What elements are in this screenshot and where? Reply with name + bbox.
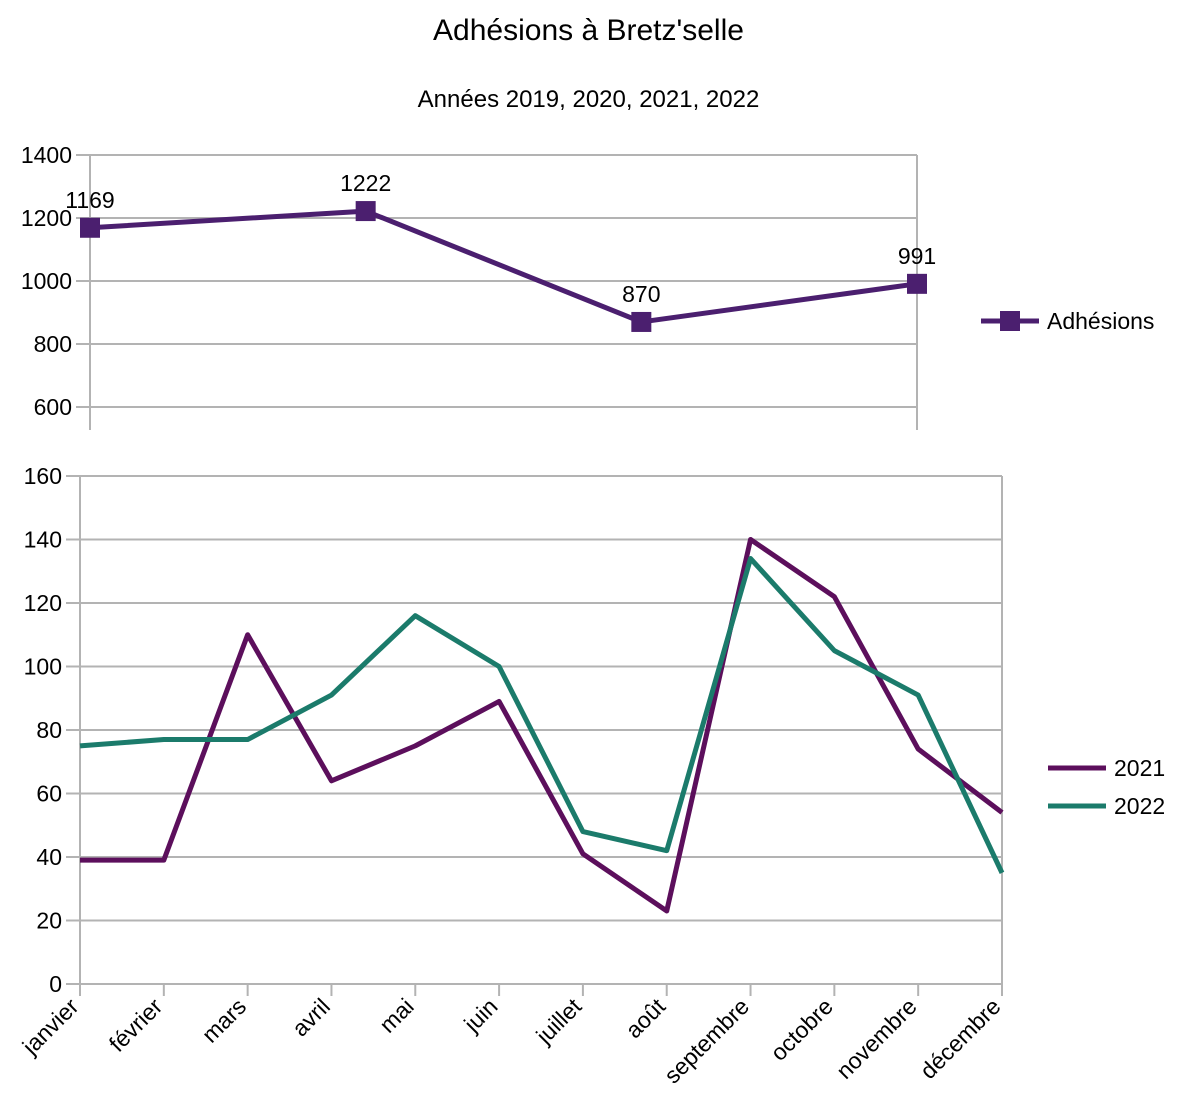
y-tick-label-bottom: 140 (24, 527, 62, 553)
y-tick-label-bottom: 120 (24, 590, 62, 616)
data-point-marker (80, 217, 100, 238)
data-label: 991 (898, 243, 936, 269)
data-label: 870 (622, 281, 660, 307)
data-point-marker (907, 273, 927, 294)
y-tick-label-top: 800 (34, 331, 72, 357)
x-tick-label: avril (287, 993, 335, 1041)
y-tick-label-top: 1200 (21, 205, 72, 231)
y-tick-label-bottom: 60 (36, 781, 62, 807)
legend-label-2021: 2021 (1114, 755, 1165, 781)
y-tick-label-bottom: 0 (49, 971, 62, 997)
legend-marker-top (1000, 311, 1020, 331)
y-tick-label-top: 1000 (21, 268, 72, 294)
y-tick-label-top: 1400 (21, 142, 72, 168)
y-tick-label-bottom: 20 (36, 908, 62, 934)
x-tick-label: août (620, 993, 670, 1043)
y-tick-label-bottom: 160 (24, 463, 62, 489)
x-tick-label: juin (458, 993, 502, 1037)
chart-title: Adhésions à Bretz'selle (433, 14, 744, 47)
chart-subtitle: Années 2019, 2020, 2021, 2022 (417, 86, 760, 113)
x-tick-label: février (104, 993, 168, 1057)
x-tick-label: décembre (915, 993, 1006, 1084)
data-label: 1169 (65, 187, 114, 213)
x-tick-label: novembre (831, 993, 922, 1084)
legend-label-2022: 2022 (1114, 793, 1165, 819)
y-tick-label-bottom: 100 (24, 654, 62, 680)
data-label: 1222 (340, 170, 391, 196)
series-line-2021 (80, 537, 1004, 914)
x-tick-label: mars (197, 993, 252, 1048)
x-tick-label: janvier (17, 993, 84, 1060)
x-tick-label: octobre (765, 993, 838, 1066)
x-tick-label: mai (374, 993, 419, 1038)
data-point-marker (631, 311, 652, 332)
y-tick-label-bottom: 80 (36, 717, 62, 743)
legend-label-top: Adhésions (1047, 308, 1154, 334)
data-point-marker (355, 201, 376, 222)
x-tick-label: septembre (659, 993, 754, 1088)
series-line-2022 (79, 556, 1005, 874)
y-tick-label-top: 600 (34, 394, 72, 420)
x-tick-label: juillet (530, 993, 587, 1050)
series-line-Adhésions (89, 208, 918, 325)
y-tick-label-bottom: 40 (36, 844, 62, 870)
